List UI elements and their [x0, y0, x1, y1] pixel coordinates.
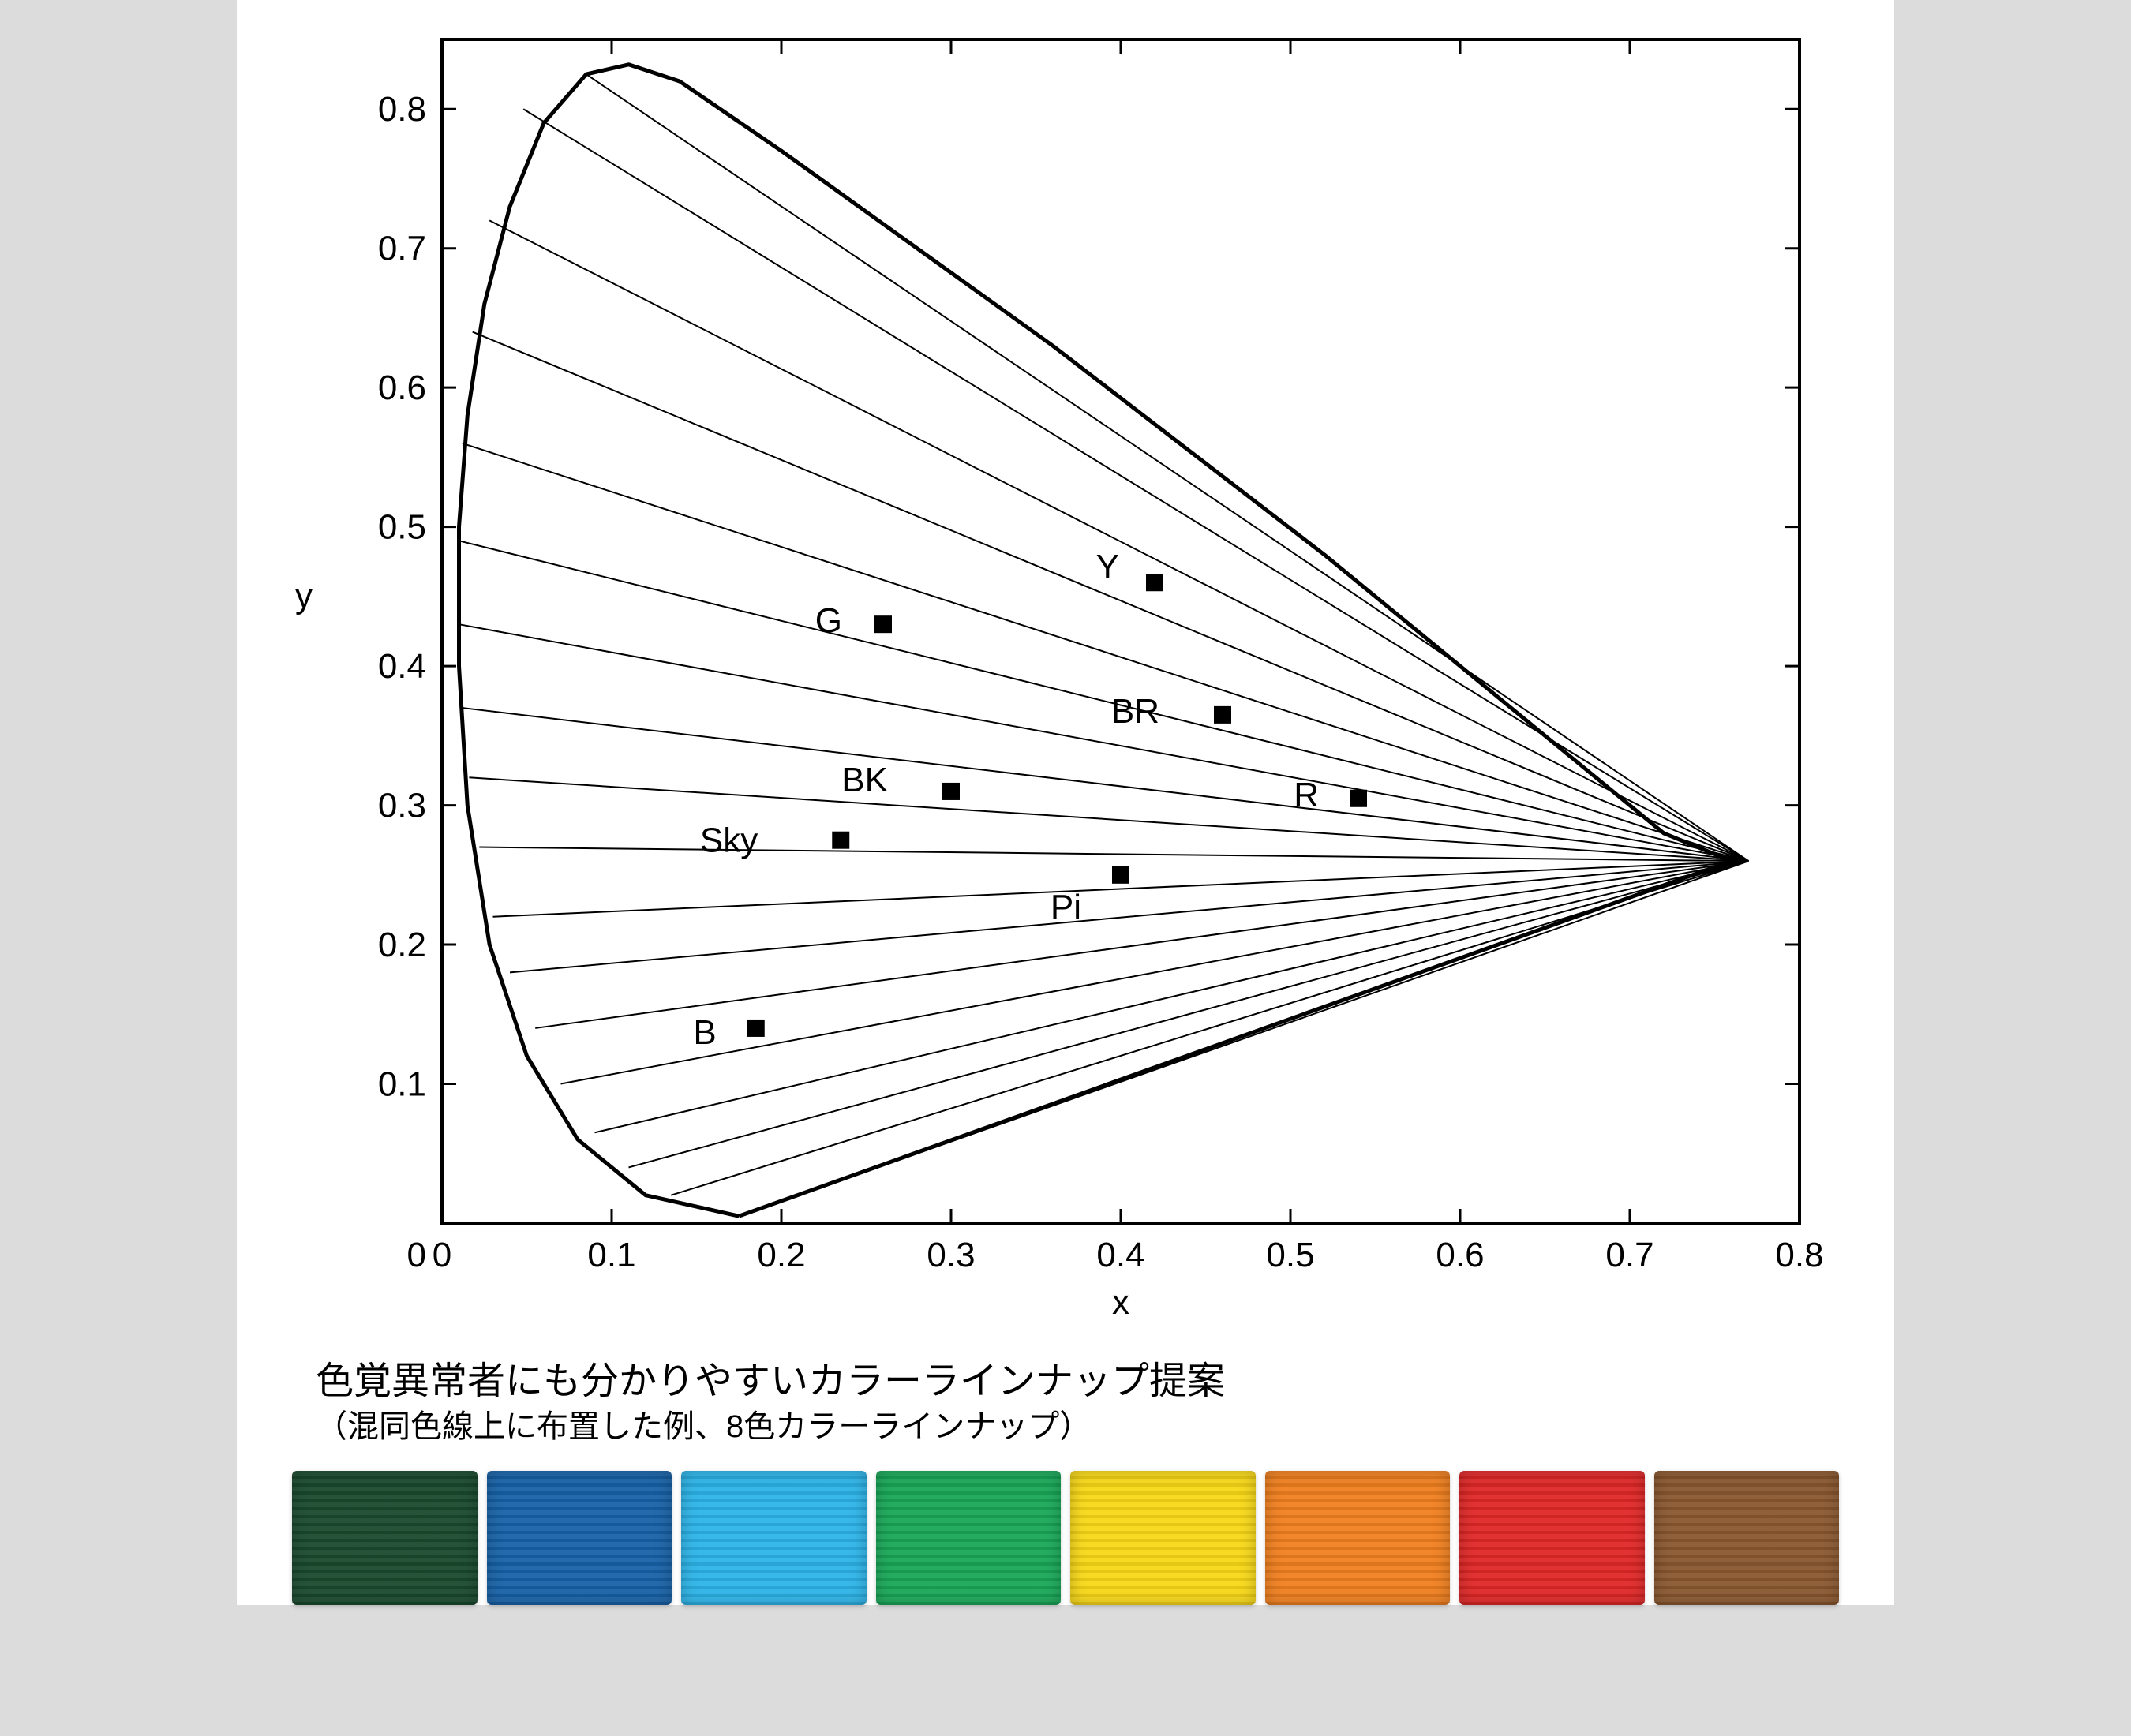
svg-text:x: x: [1112, 1283, 1129, 1322]
color-swatch-5: [1265, 1471, 1451, 1605]
svg-text:0: 0: [433, 1236, 451, 1274]
svg-text:0.4: 0.4: [1096, 1236, 1144, 1274]
svg-text:0.3: 0.3: [378, 787, 426, 825]
caption-sub: （混同色線上に布置した例、8色カラーラインナップ）: [316, 1406, 1815, 1447]
svg-text:y: y: [295, 577, 313, 615]
svg-text:Pi: Pi: [1051, 888, 1081, 926]
color-swatch-7: [1654, 1471, 1840, 1605]
svg-text:Sky: Sky: [700, 821, 758, 860]
color-swatch-0: [292, 1471, 478, 1605]
chromaticity-chart: 0 0.1 0.2 0.3 0.4 0.5 0.6 0.7 0.8 0.1 0.2 0.3 0.4 0.5…: [268, 16, 1847, 1341]
figure-container: 0 0.1 0.2 0.3 0.4 0.5 0.6 0.7 0.8 0.1 0.2 0.3 0.4 0.5…: [237, 0, 1894, 1605]
svg-text:0.3: 0.3: [927, 1236, 975, 1274]
color-swatch-1: [487, 1471, 672, 1605]
color-swatch-row: [268, 1471, 1863, 1605]
svg-text:0.2: 0.2: [378, 926, 426, 964]
color-swatch-2: [681, 1471, 867, 1605]
svg-text:0.6: 0.6: [378, 369, 426, 407]
chart-svg: 0 0.1 0.2 0.3 0.4 0.5 0.6 0.7 0.8 0.1 0.2 0.3 0.4 0.5…: [268, 16, 1847, 1341]
svg-text:0.6: 0.6: [1436, 1236, 1484, 1274]
svg-text:BR: BR: [1111, 692, 1159, 731]
svg-text:B: B: [693, 1013, 716, 1052]
svg-text:0.5: 0.5: [378, 508, 426, 547]
svg-text:0.2: 0.2: [757, 1236, 805, 1274]
svg-text:0.1: 0.1: [378, 1065, 426, 1104]
svg-text:Y: Y: [1096, 548, 1119, 586]
svg-text:0.5: 0.5: [1266, 1236, 1314, 1274]
svg-text:R: R: [1294, 776, 1319, 814]
svg-text:0.4: 0.4: [378, 647, 426, 686]
svg-text:0.8: 0.8: [1775, 1236, 1823, 1274]
color-swatch-3: [876, 1471, 1062, 1605]
svg-text:BK: BK: [841, 761, 888, 799]
svg-text:0.1: 0.1: [587, 1236, 635, 1274]
caption-main: 色覚異常者にも分かりやすいカラーラインナップ提案: [316, 1357, 1815, 1406]
svg-text:0.7: 0.7: [378, 230, 426, 268]
svg-text:0.8: 0.8: [378, 90, 426, 129]
color-swatch-4: [1070, 1471, 1256, 1605]
caption-block: 色覚異常者にも分かりやすいカラーラインナップ提案 （混同色線上に布置した例、8色…: [268, 1341, 1863, 1471]
svg-text:0.7: 0.7: [1605, 1236, 1653, 1274]
color-swatch-6: [1459, 1471, 1645, 1605]
svg-text:G: G: [815, 601, 842, 640]
svg-text:0: 0: [407, 1236, 426, 1274]
